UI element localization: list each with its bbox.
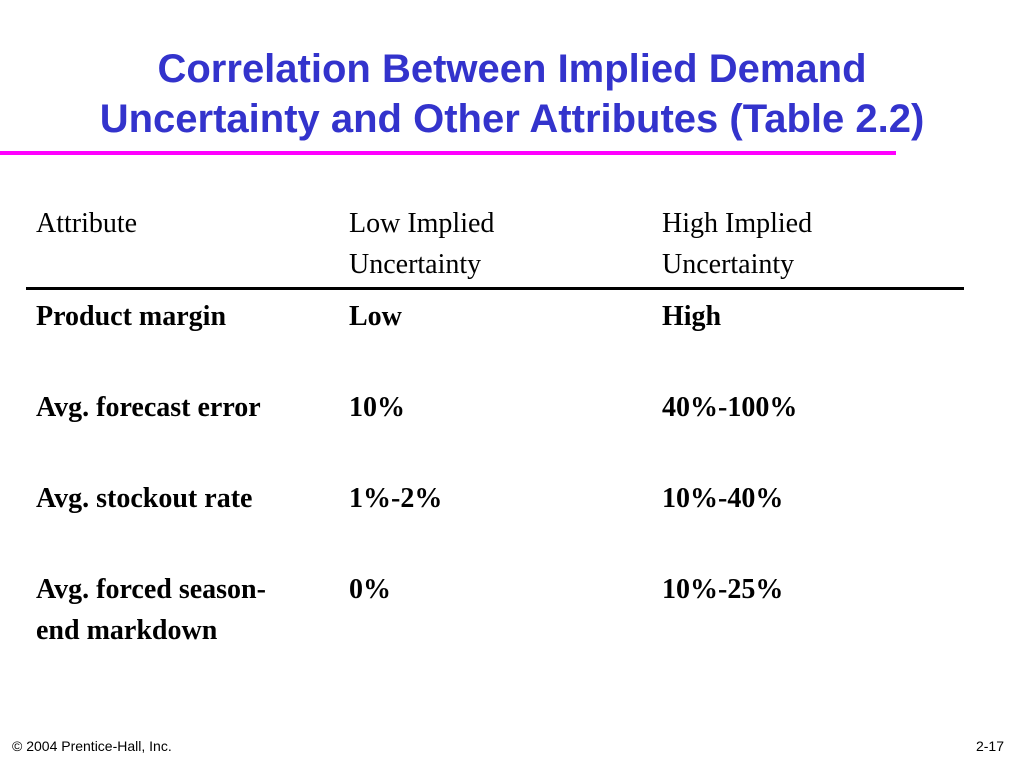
header-line: Low Implied: [349, 208, 495, 239]
header-line: Uncertainty: [349, 249, 482, 280]
table-cell-high: 40%-100%: [662, 392, 798, 423]
table-cell-high: 10%-25%: [662, 574, 784, 605]
table-cell-attribute: Avg. stockout rate: [36, 483, 253, 514]
copyright-notice: © 2004 Prentice-Hall, Inc.: [12, 738, 172, 754]
table-header-low-uncertainty: Low Implied Uncertainty: [349, 203, 494, 285]
table-cell-attribute: Avg. forced season- end markdown: [36, 569, 266, 651]
table-cell-low: 0%: [349, 574, 391, 605]
slide-title-line1: Correlation Between Implied Demand: [157, 47, 867, 91]
table-header-high-uncertainty: High Implied Uncertainty: [662, 203, 812, 285]
table-cell-attribute: Avg. forecast error: [36, 392, 261, 423]
table-header-divider: [26, 287, 964, 290]
table-cell-low: 1%-2%: [349, 483, 443, 514]
header-line: Uncertainty: [662, 249, 795, 280]
title-underline: [0, 151, 896, 155]
table-header-attribute: Attribute: [36, 203, 137, 244]
table-cell-low: Low: [349, 301, 402, 332]
page-number: 2-17: [975, 738, 1004, 754]
table-cell-low: 10%: [349, 392, 405, 423]
header-line: High Implied: [662, 208, 813, 239]
slide-title-line2: Uncertainty and Other Attributes (Table …: [99, 97, 925, 141]
table-cell-attribute: Product margin: [36, 301, 227, 332]
header-line: Attribute: [36, 208, 138, 239]
cell-line: end markdown: [36, 615, 218, 646]
cell-line: Avg. forced season-: [36, 574, 266, 605]
table-cell-high: High: [662, 301, 722, 332]
table-cell-high: 10%-40%: [662, 483, 784, 514]
slide-title: Correlation Between Implied Demand Uncer…: [0, 44, 1024, 144]
